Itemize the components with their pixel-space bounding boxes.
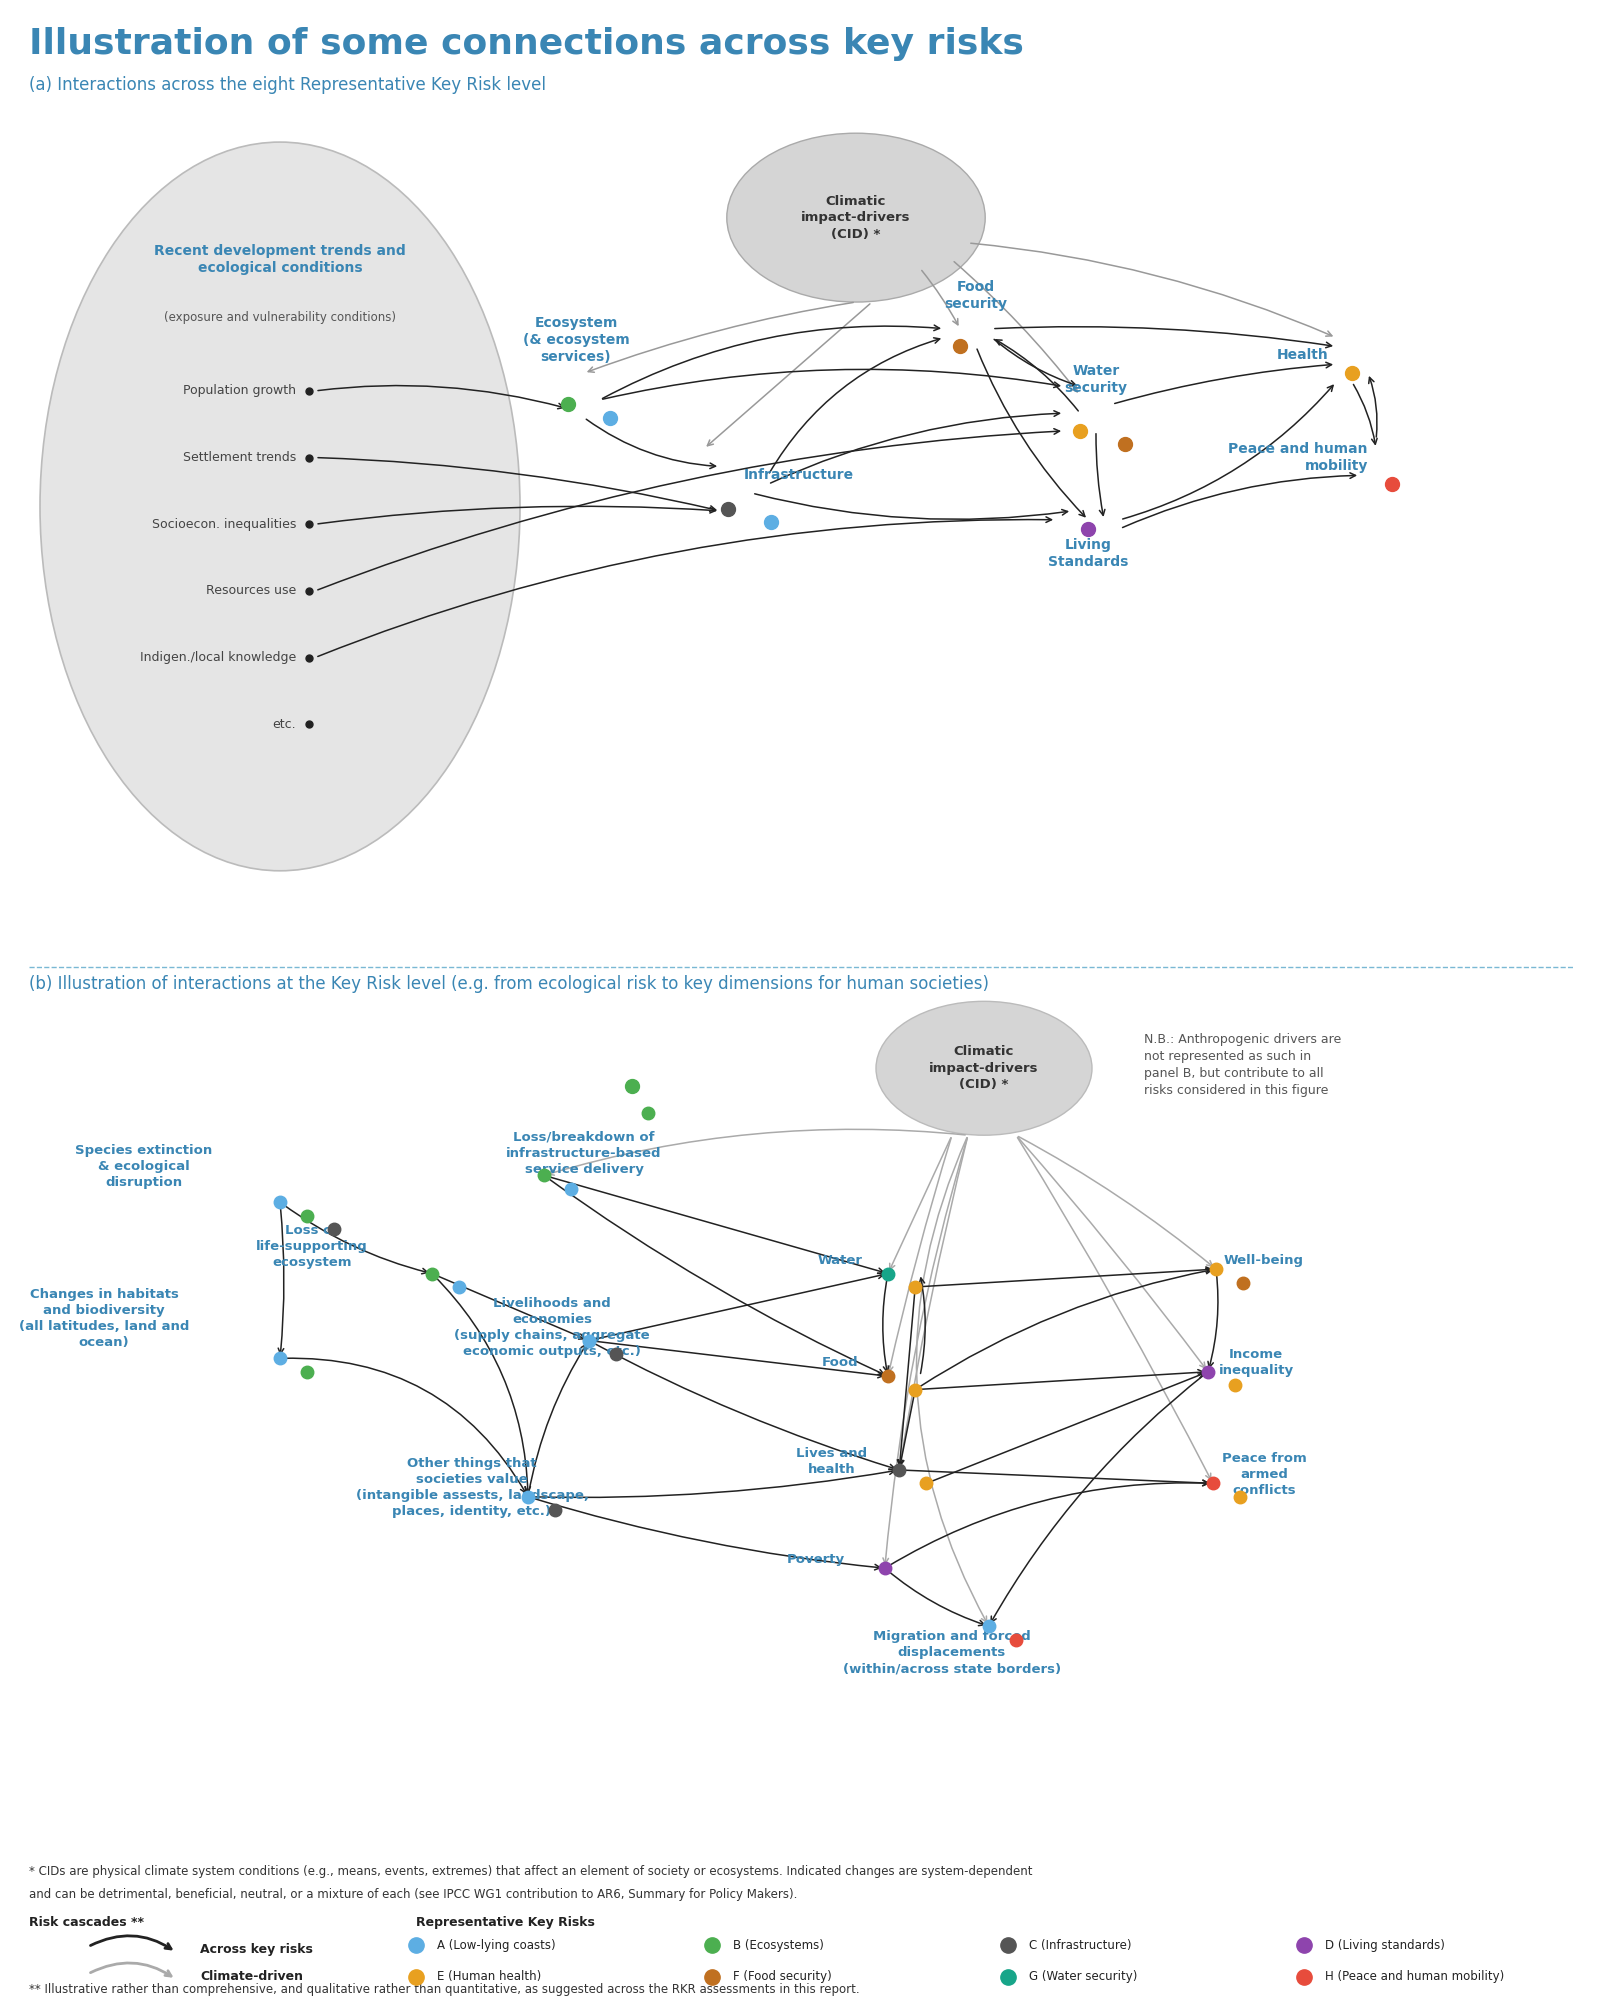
Text: ** Illustrative rather than comprehensive, and qualitative rather than quantitat: ** Illustrative rather than comprehensiv…: [29, 1983, 859, 1995]
Text: Settlement trends: Settlement trends: [182, 451, 296, 463]
Text: etc.: etc.: [272, 717, 296, 731]
Ellipse shape: [40, 142, 520, 871]
Text: D (Living standards): D (Living standards): [1325, 1939, 1445, 1951]
Text: Poverty: Poverty: [787, 1554, 845, 1566]
Text: F (Food security): F (Food security): [733, 1971, 832, 1983]
Text: A (Low-lying coasts): A (Low-lying coasts): [437, 1939, 555, 1951]
Text: Resources use: Resources use: [206, 585, 296, 597]
Text: Loss of
life-supporting
ecosystem: Loss of life-supporting ecosystem: [256, 1224, 368, 1270]
Text: Population growth: Population growth: [182, 383, 296, 397]
Text: Risk cascades **: Risk cascades **: [29, 1915, 144, 1929]
Text: Socioecon. inequalities: Socioecon. inequalities: [152, 517, 296, 531]
Text: Living
Standards: Living Standards: [1048, 537, 1128, 569]
Text: H (Peace and human mobility): H (Peace and human mobility): [1325, 1971, 1504, 1983]
Text: C (Infrastructure): C (Infrastructure): [1029, 1939, 1131, 1951]
Text: (exposure and vulnerability conditions): (exposure and vulnerability conditions): [165, 312, 397, 324]
Text: Peace from
armed
conflicts: Peace from armed conflicts: [1222, 1452, 1306, 1498]
Text: Representative Key Risks: Representative Key Risks: [416, 1915, 595, 1929]
Text: Recent development trends and
ecological conditions: Recent development trends and ecological…: [154, 244, 406, 276]
Text: Water
security: Water security: [1064, 363, 1128, 395]
Text: and can be detrimental, beneficial, neutral, or a mixture of each (see IPCC WG1 : and can be detrimental, beneficial, neut…: [29, 1889, 797, 1901]
Text: Indigen./local knowledge: Indigen./local knowledge: [139, 651, 296, 665]
Text: Climatic
impact-drivers
(CID) *: Climatic impact-drivers (CID) *: [930, 1044, 1038, 1090]
Text: Lives and
health: Lives and health: [797, 1446, 867, 1476]
Text: Climatic
impact-drivers
(CID) *: Climatic impact-drivers (CID) *: [802, 194, 910, 240]
Text: Ecosystem
(& ecosystem
services): Ecosystem (& ecosystem services): [523, 316, 629, 363]
Text: Loss/breakdown of
infrastructure-based
service delivery: Loss/breakdown of infrastructure-based s…: [506, 1130, 662, 1176]
Text: (a) Interactions across the eight Representative Key Risk level: (a) Interactions across the eight Repres…: [29, 76, 546, 94]
Text: Climate-driven: Climate-driven: [200, 1971, 302, 1983]
Text: Peace and human
mobility: Peace and human mobility: [1229, 441, 1368, 473]
Text: Migration and forced
displacements
(within/across state borders): Migration and forced displacements (with…: [843, 1630, 1061, 1675]
Text: Water: Water: [818, 1254, 862, 1266]
Text: Across key risks: Across key risks: [200, 1943, 314, 1955]
Text: Infrastructure: Infrastructure: [744, 469, 854, 483]
Text: N.B.: Anthropogenic drivers are
not represented as such in
panel B, but contribu: N.B.: Anthropogenic drivers are not repr…: [1144, 1032, 1341, 1096]
Text: Species extinction
& ecological
disruption: Species extinction & ecological disrupti…: [75, 1144, 213, 1188]
Text: Other things that
societies value
(intangible assests, landscape,
places, identi: Other things that societies value (intan…: [355, 1458, 589, 1518]
Text: G (Water security): G (Water security): [1029, 1971, 1138, 1983]
Text: B (Ecosystems): B (Ecosystems): [733, 1939, 824, 1951]
Text: E (Human health): E (Human health): [437, 1971, 541, 1983]
Text: Income
inequality: Income inequality: [1219, 1348, 1293, 1378]
Text: Food: Food: [822, 1356, 858, 1370]
Text: Livelihoods and
economies
(supply chains, aggregate
economic outputs, etc.): Livelihoods and economies (supply chains…: [454, 1296, 650, 1358]
Text: Changes in habitats
and biodiversity
(all latitudes, land and
ocean): Changes in habitats and biodiversity (al…: [19, 1288, 189, 1348]
Text: (b) Illustration of interactions at the Key Risk level (e.g. from ecological ris: (b) Illustration of interactions at the …: [29, 975, 989, 993]
Ellipse shape: [726, 134, 986, 302]
Text: Illustration of some connections across key risks: Illustration of some connections across …: [29, 28, 1024, 62]
Ellipse shape: [877, 1000, 1091, 1134]
Text: Well-being: Well-being: [1224, 1254, 1304, 1266]
Text: * CIDs are physical climate system conditions (e.g., means, events, extremes) th: * CIDs are physical climate system condi…: [29, 1865, 1032, 1879]
Text: Health: Health: [1277, 347, 1328, 361]
Text: Food
security: Food security: [944, 280, 1008, 312]
